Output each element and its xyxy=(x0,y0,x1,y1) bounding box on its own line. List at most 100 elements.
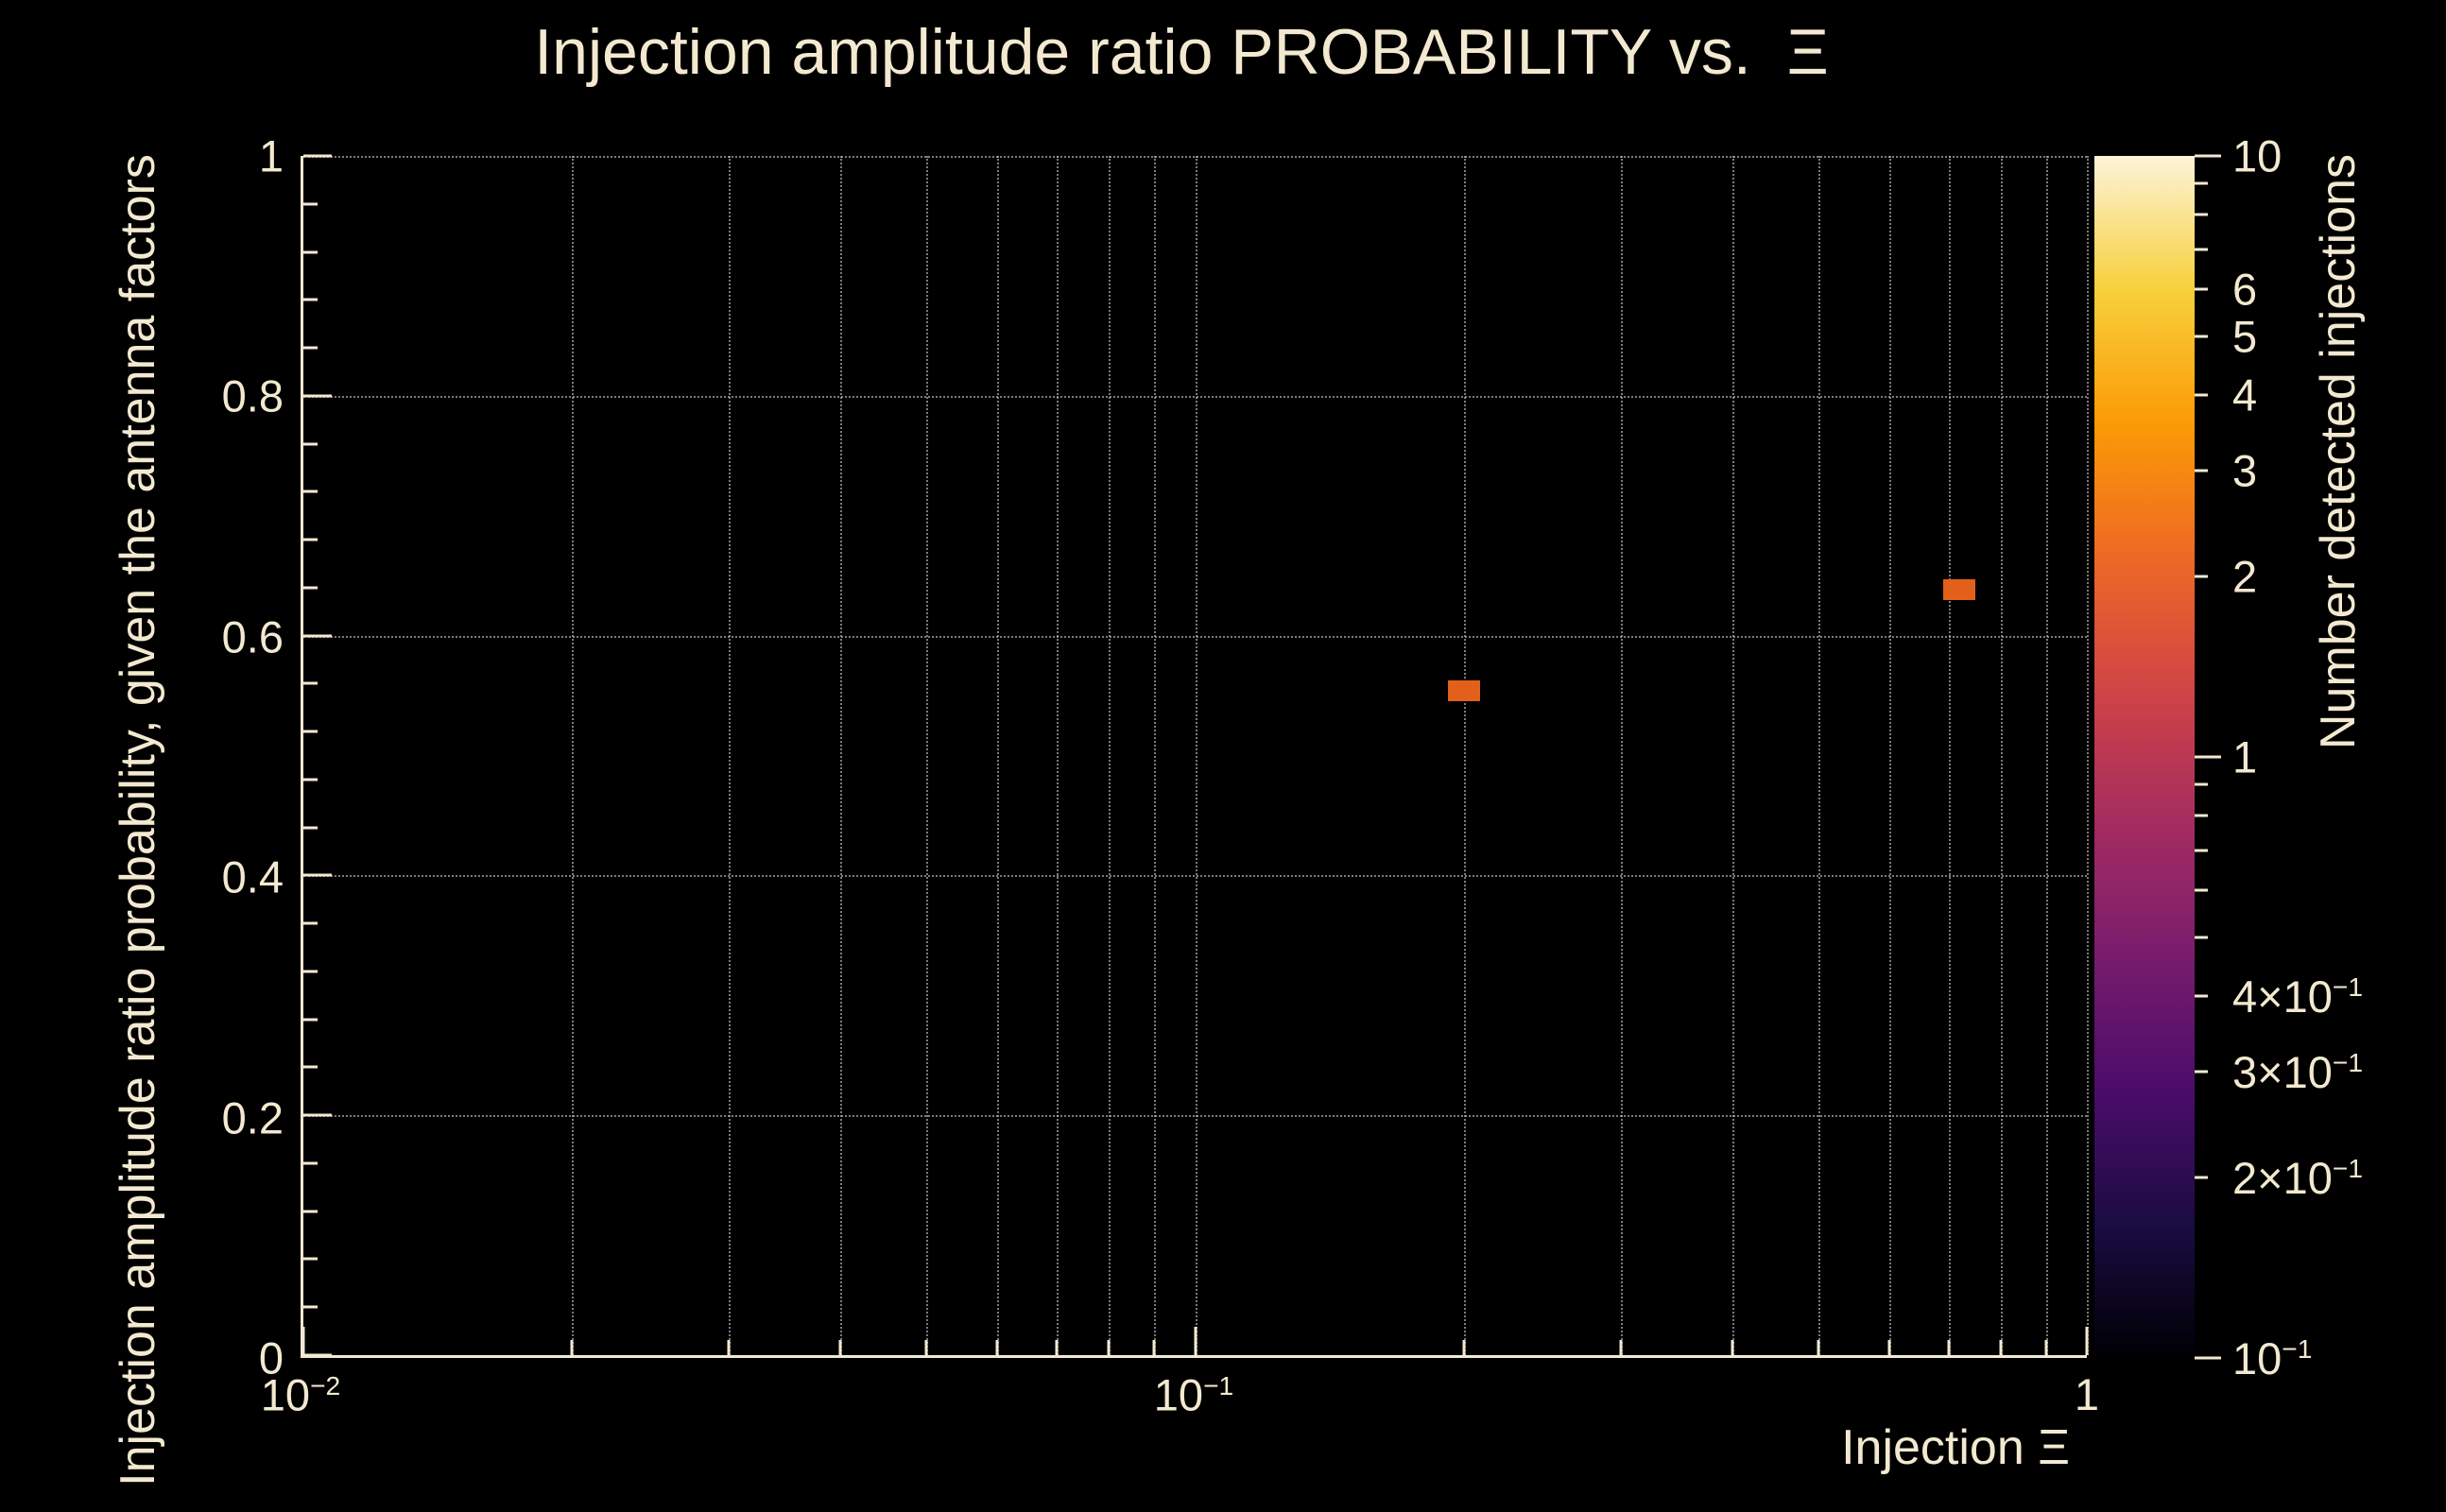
data-point xyxy=(1447,679,1480,701)
x-minor-tick xyxy=(995,1340,999,1355)
x-minor-tick xyxy=(1619,1340,1623,1355)
y-major-tick xyxy=(303,634,332,638)
y-tick-label: 0 xyxy=(258,1332,284,1383)
chart-title: Injection amplitude ratio PROBABILITY vs… xyxy=(534,16,1829,88)
colorbar-tick xyxy=(2195,755,2221,759)
x-major-tick xyxy=(301,1327,305,1355)
colorbar-tick-label: 2 xyxy=(2232,551,2258,602)
y-minor-tick xyxy=(303,1161,318,1165)
x-gridline xyxy=(572,156,575,1355)
y-minor-tick xyxy=(303,730,318,733)
colorbar-tick xyxy=(2195,575,2208,578)
y-gridline xyxy=(303,1115,2087,1118)
x-gridline xyxy=(1057,156,1059,1355)
y-minor-tick xyxy=(303,826,318,830)
colorbar-minor-tick xyxy=(2195,248,2208,251)
y-axis-title: Injection amplitude ratio probability, g… xyxy=(111,154,165,1486)
x-minor-tick xyxy=(924,1340,928,1355)
x-minor-tick xyxy=(1887,1340,1891,1355)
colorbar-minor-tick xyxy=(2195,936,2208,939)
colorbar-title: Number detected injections xyxy=(2311,153,2366,750)
y-tick-label: 0.4 xyxy=(221,851,284,902)
y-tick-label: 0.6 xyxy=(221,611,284,662)
x-gridline xyxy=(926,156,929,1355)
y-tick-label: 1 xyxy=(258,130,284,181)
colorbar-tick xyxy=(2195,1356,2221,1360)
colorbar-tick xyxy=(2195,1070,2208,1074)
x-gridline xyxy=(1620,156,1623,1355)
y-major-tick xyxy=(303,154,332,158)
x-gridline xyxy=(1109,156,1111,1355)
x-gridline xyxy=(1463,156,1466,1355)
x-major-tick xyxy=(1194,1327,1197,1355)
colorbar-tick xyxy=(2195,469,2208,472)
x-tick-label: 10−2 xyxy=(260,1369,341,1420)
colorbar-tick-label: 5 xyxy=(2232,311,2258,362)
y-minor-tick xyxy=(303,1257,318,1261)
colorbar-tick xyxy=(2195,154,2221,158)
colorbar-tick-label: 1 xyxy=(2232,731,2258,782)
x-minor-tick xyxy=(1152,1340,1156,1355)
x-minor-tick xyxy=(1462,1340,1466,1355)
x-gridline xyxy=(729,156,732,1355)
y-minor-tick xyxy=(303,538,318,541)
y-minor-tick xyxy=(303,1018,318,1022)
y-minor-tick xyxy=(303,586,318,590)
x-gridline xyxy=(1888,156,1891,1355)
x-gridline xyxy=(997,156,1000,1355)
y-minor-tick xyxy=(303,1305,318,1309)
y-minor-tick xyxy=(303,778,318,782)
y-tick-label: 0.2 xyxy=(221,1092,284,1143)
colorbar-minor-tick xyxy=(2195,181,2208,185)
colorbar-tick-label: 6 xyxy=(2232,264,2258,315)
colorbar-minor-tick xyxy=(2195,888,2208,892)
y-minor-tick xyxy=(303,1210,318,1213)
x-minor-tick xyxy=(727,1340,731,1355)
y-minor-tick xyxy=(303,298,318,301)
y-major-tick xyxy=(303,873,332,877)
x-minor-tick xyxy=(570,1340,574,1355)
x-axis-title: Injection Ξ xyxy=(1841,1420,2070,1475)
y-minor-tick xyxy=(303,202,318,206)
x-minor-tick xyxy=(1731,1340,1734,1355)
x-major-tick xyxy=(2085,1327,2089,1355)
x-minor-tick xyxy=(1817,1340,1820,1355)
x-minor-tick xyxy=(1947,1340,1951,1355)
colorbar-tick xyxy=(2195,287,2208,291)
x-minor-tick xyxy=(1055,1340,1059,1355)
plot-area xyxy=(301,154,2089,1358)
y-minor-tick xyxy=(303,490,318,493)
y-major-tick xyxy=(303,394,332,398)
y-gridline xyxy=(303,875,2087,878)
x-gridline xyxy=(2000,156,2003,1355)
y-minor-tick xyxy=(303,442,318,446)
x-gridline xyxy=(1731,156,1734,1355)
colorbar-tick-label: 3×10−1 xyxy=(2232,1046,2364,1097)
x-gridline xyxy=(1154,156,1157,1355)
x-gridline xyxy=(1195,156,1197,1355)
colorbar-tick-label: 4 xyxy=(2232,369,2258,421)
y-gridline xyxy=(303,395,2087,398)
colorbar-gradient xyxy=(2094,156,2195,1358)
y-minor-tick xyxy=(303,970,318,973)
y-gridline xyxy=(303,156,2087,158)
x-minor-tick xyxy=(1999,1340,2003,1355)
y-tick-label: 0.8 xyxy=(221,370,284,421)
colorbar-tick-label: 10−1 xyxy=(2232,1332,2313,1383)
colorbar-tick xyxy=(2195,393,2208,397)
x-minor-tick xyxy=(838,1340,842,1355)
y-minor-tick xyxy=(303,681,318,685)
y-minor-tick xyxy=(303,250,318,254)
colorbar-minor-tick xyxy=(2195,814,2208,817)
colorbar-tick xyxy=(2195,1176,2208,1179)
y-gridline xyxy=(303,635,2087,638)
data-point xyxy=(1943,579,1976,601)
colorbar-minor-tick xyxy=(2195,849,2208,852)
colorbar-tick xyxy=(2195,994,2208,998)
x-gridline xyxy=(1948,156,1951,1355)
y-major-tick xyxy=(303,1113,332,1117)
colorbar-tick-label: 3 xyxy=(2232,445,2258,496)
y-major-tick xyxy=(303,1353,332,1357)
colorbar-tick-label: 10 xyxy=(2232,130,2282,181)
